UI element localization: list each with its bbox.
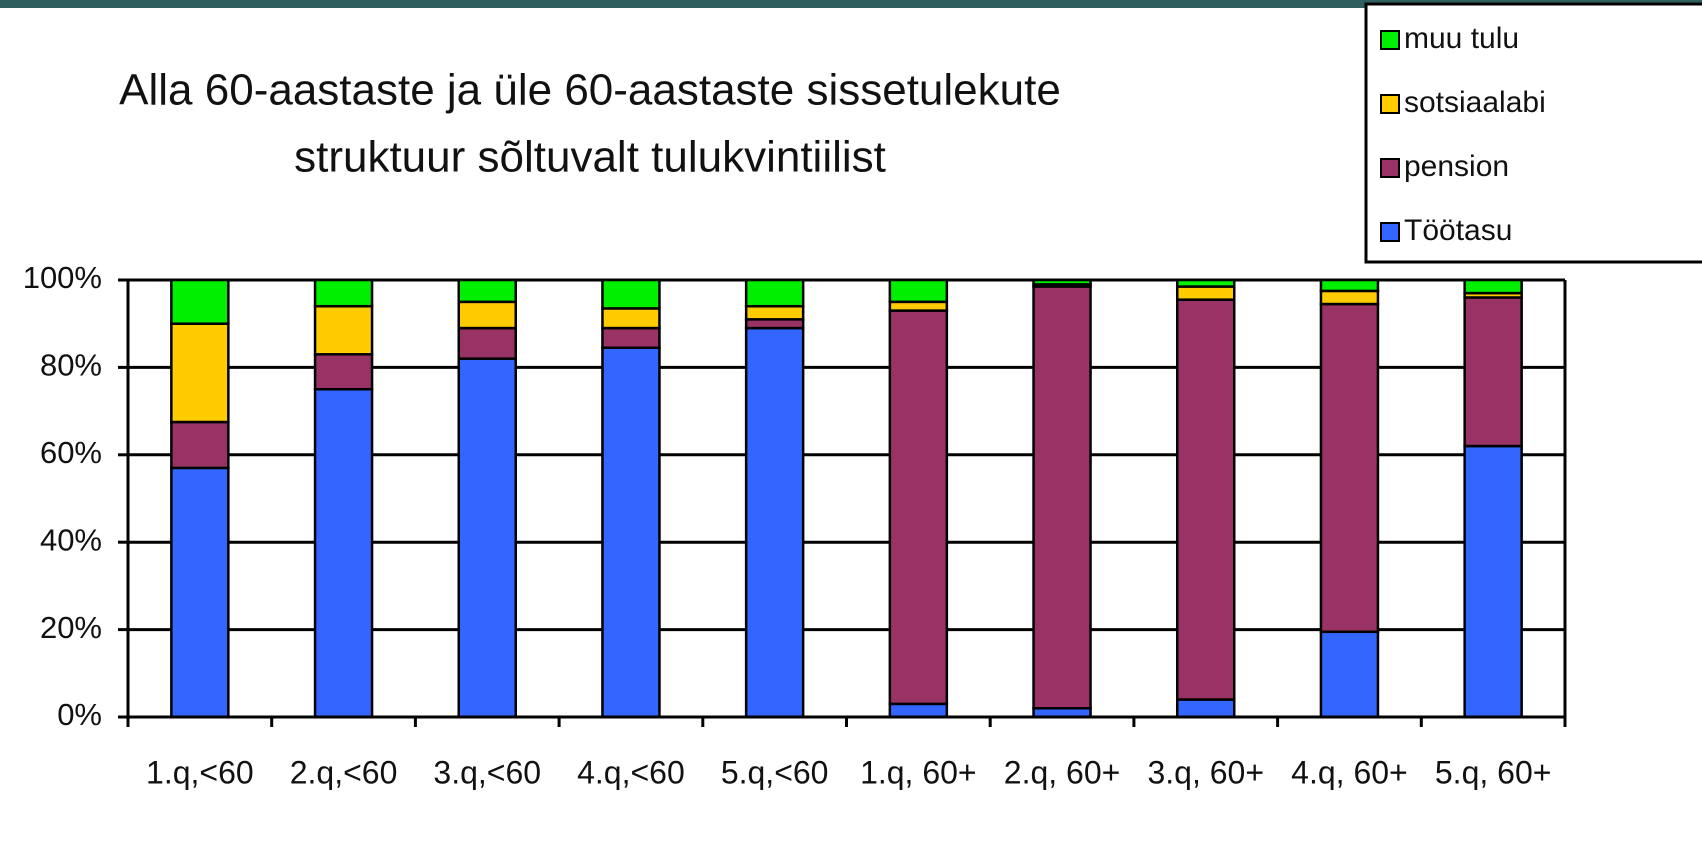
x-tick-label: 2.q, 60+ [1004,754,1121,790]
bar-segment [601,346,661,719]
top-strip [0,0,1702,8]
bar-segment [1463,296,1523,448]
legend-swatch [1380,222,1400,242]
bar-segment [601,307,661,330]
bar-segment [313,388,374,719]
bar-segment [457,300,517,330]
y-tick-label: 40% [40,522,102,557]
bar-segment [1319,278,1380,293]
bar-segment [1176,698,1236,719]
bar-segment [1176,298,1236,701]
x-tick-label: 2.q,<60 [290,754,398,790]
legend-label: muu tulu [1404,22,1519,55]
bar-segment [601,278,661,310]
bar-segment [457,278,517,304]
bar-segment [744,326,805,719]
x-tick-label: 4.q, 60+ [1291,754,1408,790]
bar-segment [888,278,949,304]
bar-segment [888,309,949,706]
bar-segment [888,702,949,719]
bar-segment [1176,278,1236,288]
bar-segment [1463,278,1523,295]
y-tick-label: 100% [23,260,102,295]
bar-segment [1463,444,1523,719]
bar-segment [601,326,661,349]
bar-segment [170,278,230,325]
bar-segment [313,353,374,391]
legend-label: sotsiaalabi [1404,86,1546,119]
bar-segment [1032,285,1092,710]
y-tick-label: 60% [40,435,102,470]
bar-segment [744,278,805,308]
bar-segment [1032,278,1092,286]
bar-segment [1319,289,1380,306]
legend-box [1364,2,1702,264]
legend-label: Töötasu [1404,214,1512,247]
chart-title: Alla 60-aastaste ja üle 60-aastaste siss… [119,66,1061,115]
x-tick-label: 3.q, 60+ [1147,754,1264,790]
bar-segment [1319,302,1380,634]
bar-segment [744,304,805,321]
legend-label: pension [1404,150,1509,183]
chart-title: struktuur sõltuvalt tulukvintiilist [294,133,886,182]
y-tick-label: 20% [40,610,102,645]
bar-segment [888,300,949,312]
bar-segment [170,420,230,470]
bar-segment [457,357,517,719]
legend-swatch [1380,30,1400,50]
x-tick-label: 1.q,<60 [146,754,254,790]
bar-segment [170,466,230,719]
y-tick-label: 80% [40,348,102,383]
x-tick-label: 5.q,<60 [721,754,829,790]
bar-segment [170,322,230,424]
x-tick-label: 1.q, 60+ [860,754,977,790]
bar-segment [744,318,805,330]
y-tick-label: 0% [57,697,102,732]
x-tick-label: 4.q,<60 [577,754,685,790]
bar-segment [313,304,374,356]
bar-segment [457,326,517,360]
legend-swatch [1380,158,1400,178]
x-tick-label: 5.q, 60+ [1435,754,1552,790]
x-tick-label: 3.q,<60 [433,754,541,790]
legend-swatch [1380,94,1400,114]
bar-segment [1176,285,1236,301]
bar-segment [313,278,374,308]
bar-segment [1319,630,1380,719]
